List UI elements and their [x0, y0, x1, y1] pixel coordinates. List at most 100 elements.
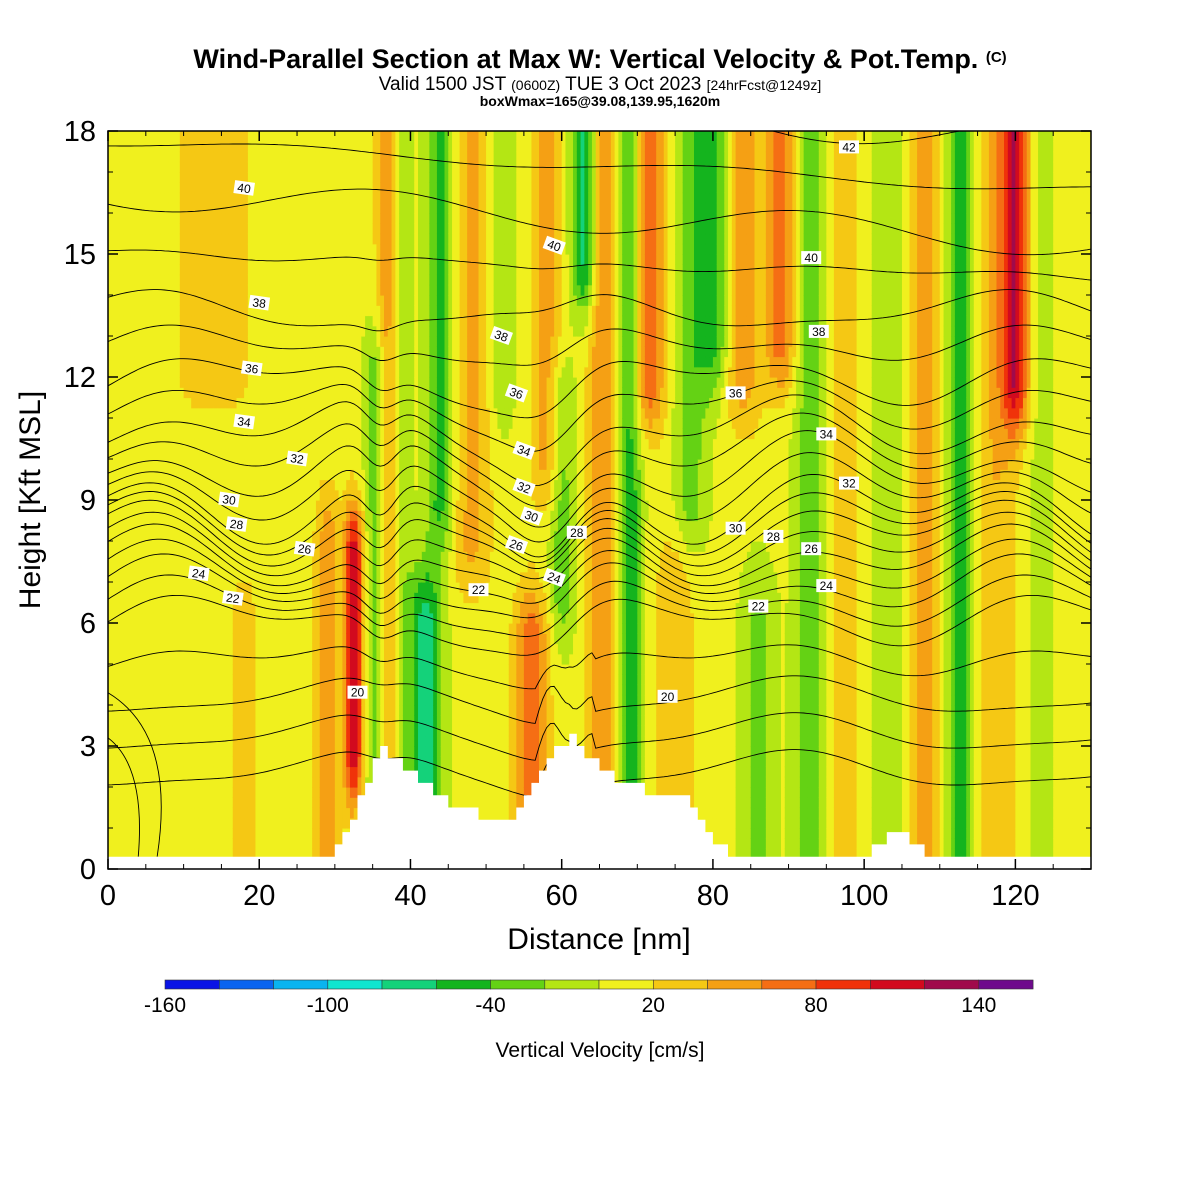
w-cell — [150, 172, 154, 183]
w-cell — [180, 234, 184, 245]
w-cell — [176, 326, 180, 337]
w-cell — [229, 295, 233, 306]
w-cell — [142, 367, 146, 378]
w-cell — [153, 562, 157, 573]
w-cell — [225, 172, 229, 183]
w-cell — [233, 756, 237, 767]
w-cell — [176, 746, 180, 757]
w-cell — [146, 603, 150, 614]
w-cell — [187, 838, 191, 849]
w-cell — [210, 439, 214, 450]
w-cell — [240, 141, 244, 152]
w-cell — [195, 264, 199, 275]
w-cell — [233, 346, 237, 357]
w-cell — [206, 162, 210, 173]
w-cell — [233, 449, 237, 460]
w-cell — [134, 213, 138, 224]
w-cell — [191, 377, 195, 388]
w-cell — [176, 336, 180, 347]
w-cell — [153, 305, 157, 316]
w-cell — [191, 203, 195, 214]
w-cell — [203, 162, 207, 173]
w-cell — [150, 613, 154, 624]
w-cell — [142, 736, 146, 747]
w-cell — [206, 705, 210, 716]
w-cell — [210, 275, 214, 286]
w-cell — [218, 367, 222, 378]
w-cell — [150, 244, 154, 255]
w-cell — [131, 152, 135, 163]
w-cell — [203, 336, 207, 347]
w-cell — [134, 346, 138, 357]
w-cell — [233, 162, 237, 173]
w-cell — [172, 572, 176, 583]
w-cell — [138, 582, 142, 593]
w-cell — [168, 480, 172, 491]
w-cell — [237, 726, 241, 737]
w-cell — [134, 223, 138, 234]
w-cell — [229, 182, 233, 193]
w-cell — [195, 275, 199, 286]
w-cell — [221, 234, 225, 245]
w-cell — [153, 674, 157, 685]
w-cell — [240, 623, 244, 634]
w-cell — [146, 644, 150, 655]
w-cell — [195, 141, 199, 152]
w-cell — [142, 633, 146, 644]
w-cell — [138, 592, 142, 603]
w-cell — [237, 398, 241, 409]
w-cell — [150, 428, 154, 439]
w-cell — [203, 152, 207, 163]
w-cell — [131, 531, 135, 542]
w-cell — [142, 408, 146, 419]
w-cell — [146, 818, 150, 829]
w-cell — [142, 326, 146, 337]
w-cell — [146, 828, 150, 839]
w-cell — [112, 828, 116, 839]
w-cell — [127, 469, 131, 480]
w-cell — [176, 787, 180, 798]
w-cell — [165, 613, 169, 624]
w-cell — [138, 736, 142, 747]
w-cell — [134, 705, 138, 716]
w-cell — [138, 162, 142, 173]
w-cell — [195, 254, 199, 265]
w-cell — [112, 326, 116, 337]
w-cell — [187, 357, 191, 368]
w-cell — [225, 613, 229, 624]
w-cell — [191, 613, 195, 624]
w-cell — [225, 326, 229, 337]
w-cell — [206, 428, 210, 439]
w-cell — [123, 254, 127, 265]
w-cell — [240, 756, 244, 767]
w-cell — [146, 131, 150, 142]
w-cell — [150, 449, 154, 460]
w-cell — [161, 305, 165, 316]
w-cell — [210, 654, 214, 665]
w-cell — [240, 377, 244, 388]
w-cell — [218, 459, 222, 470]
w-cell — [142, 746, 146, 757]
w-cell — [229, 244, 233, 255]
w-cell — [127, 326, 131, 337]
w-cell — [150, 336, 154, 347]
w-cell — [150, 500, 154, 511]
w-cell — [123, 131, 127, 142]
w-cell — [237, 644, 241, 655]
w-cell — [218, 592, 222, 603]
w-cell — [244, 613, 248, 624]
w-cell — [184, 797, 188, 808]
w-cell — [176, 398, 180, 409]
w-cell — [142, 521, 146, 532]
w-cell — [127, 531, 131, 542]
w-cell — [138, 459, 142, 470]
w-cell — [210, 285, 214, 296]
w-cell — [229, 674, 233, 685]
w-cell — [206, 828, 210, 839]
w-cell — [150, 582, 154, 593]
w-cell — [214, 674, 218, 685]
w-cell — [187, 264, 191, 275]
w-cell — [221, 264, 225, 275]
w-cell — [206, 193, 210, 204]
w-cell — [184, 623, 188, 634]
